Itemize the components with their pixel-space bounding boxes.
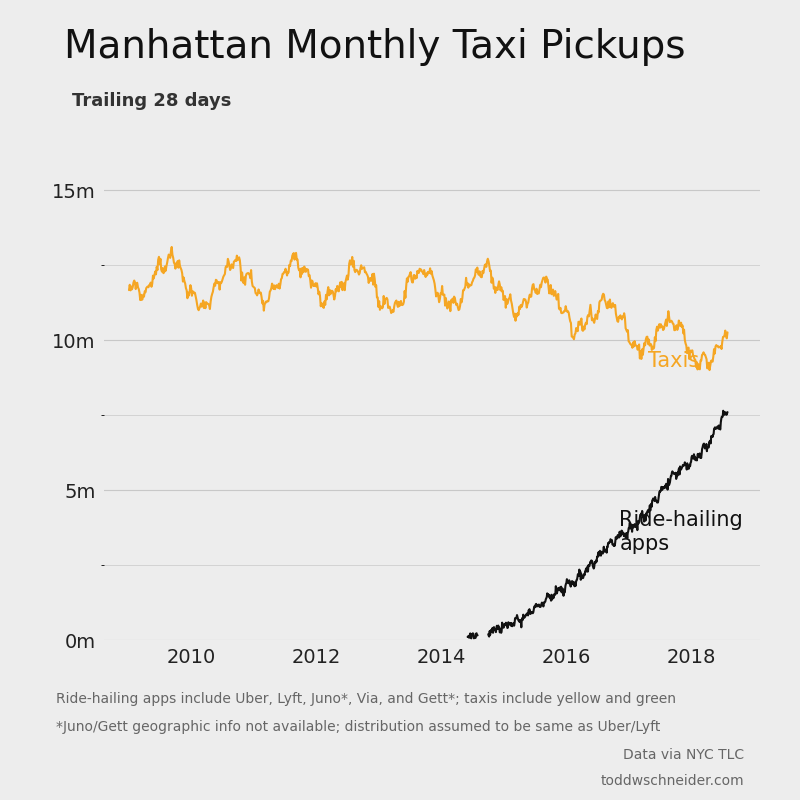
Text: *Juno/Gett geographic info not available; distribution assumed to be same as Ube: *Juno/Gett geographic info not available… (56, 720, 660, 734)
Text: Ride-hailing
apps: Ride-hailing apps (619, 510, 743, 554)
Text: Trailing 28 days: Trailing 28 days (72, 92, 231, 110)
Text: Ride-hailing apps include Uber, Lyft, Juno*, Via, and Gett*; taxis include yello: Ride-hailing apps include Uber, Lyft, Ju… (56, 692, 676, 706)
Text: Data via NYC TLC: Data via NYC TLC (623, 748, 744, 762)
Text: Taxis: Taxis (647, 351, 698, 371)
Text: Manhattan Monthly Taxi Pickups: Manhattan Monthly Taxi Pickups (64, 28, 686, 66)
Text: toddwschneider.com: toddwschneider.com (600, 774, 744, 787)
